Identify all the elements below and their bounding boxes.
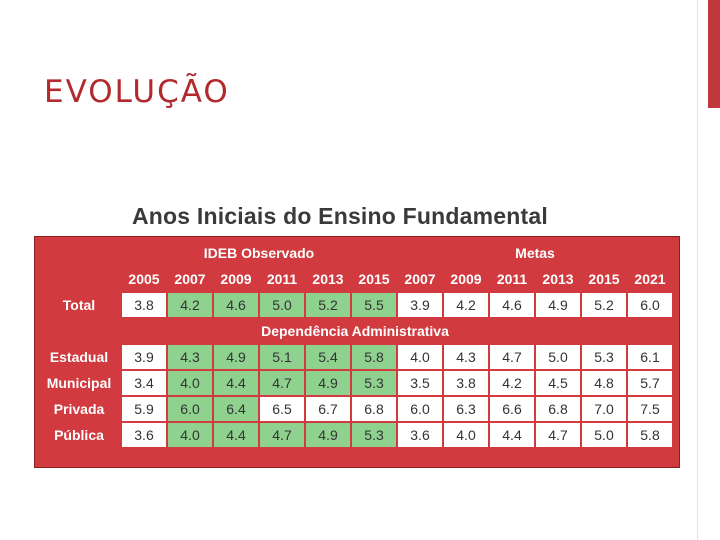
value-cell: 5.2 — [306, 293, 350, 317]
value-cell: 4.3 — [168, 345, 212, 369]
value-cell: 5.9 — [122, 397, 166, 421]
value-cell: 4.4 — [214, 371, 258, 395]
table-row: Municipal 3.4 4.0 4.4 4.7 4.9 5.3 3.5 3.8 4.2 4.5 4… — [38, 371, 672, 395]
value-cell: 4.9 — [306, 423, 350, 447]
year-header-observed: 2011 — [266, 271, 298, 287]
year-header-observed: 2009 — [220, 271, 252, 287]
value-cell: 4.8 — [582, 371, 626, 395]
value-cell: 4.2 — [168, 293, 212, 317]
value-cell: 4.0 — [444, 423, 488, 447]
value-cell: 4.2 — [490, 371, 534, 395]
value-cell: 4.0 — [168, 423, 212, 447]
year-header-target: 2013 — [542, 271, 574, 287]
value-cell: 4.3 — [444, 345, 488, 369]
value-cell: 4.7 — [490, 345, 534, 369]
row-label: Total — [62, 297, 96, 313]
row-label: Pública — [54, 427, 104, 443]
value-cell: 6.8 — [352, 397, 396, 421]
row-label: Estadual — [49, 349, 109, 365]
value-cell: 3.6 — [398, 423, 442, 447]
corner-cell — [38, 267, 120, 291]
year-header-row: 2005 2007 2009 2011 2013 2015 2007 2009 2011 2013… — [38, 267, 672, 291]
value-cell: 4.9 — [214, 345, 258, 369]
value-cell: 4.7 — [536, 423, 580, 447]
slide-title: EVOLUÇÃO — [44, 74, 230, 110]
section-label: Dependência Administrativa — [261, 323, 449, 339]
value-cell: 4.6 — [214, 293, 258, 317]
year-header-observed: 2005 — [128, 271, 160, 287]
value-cell: 3.9 — [398, 293, 442, 317]
table-row-total: Total 3.8 4.2 4.6 5.0 5.2 5.5 3.9 4.2 4.6 4.9 5.2 6… — [38, 293, 672, 317]
group-targets-header: Metas — [515, 245, 555, 261]
value-cell: 4.9 — [536, 293, 580, 317]
value-cell: 4.5 — [536, 371, 580, 395]
group-header-row: IDEB Observado Metas — [38, 241, 672, 265]
ideb-table: IDEB Observado Metas 2005 2007 2009 2011 201… — [36, 239, 674, 449]
value-cell: 5.0 — [536, 345, 580, 369]
value-cell: 3.8 — [122, 293, 166, 317]
value-cell: 6.5 — [260, 397, 304, 421]
year-header-target: 2015 — [588, 271, 620, 287]
value-cell: 3.5 — [398, 371, 442, 395]
group-observed-header: IDEB Observado — [203, 245, 315, 261]
value-cell: 6.4 — [214, 397, 258, 421]
value-cell: 6.6 — [490, 397, 534, 421]
slide-divider-line — [697, 0, 698, 540]
value-cell: 4.7 — [260, 423, 304, 447]
value-cell: 4.0 — [398, 345, 442, 369]
table-row: Privada 5.9 6.0 6.4 6.5 6.7 6.8 6.0 6.3 6.6 6.8 7.0… — [38, 397, 672, 421]
year-header-target: 2009 — [450, 271, 482, 287]
value-cell: 7.5 — [628, 397, 672, 421]
value-cell: 6.1 — [628, 345, 672, 369]
value-cell: 4.4 — [214, 423, 258, 447]
value-cell: 5.2 — [582, 293, 626, 317]
year-header-observed: 2013 — [312, 271, 344, 287]
year-header-target: 2021 — [634, 271, 666, 287]
table-row: Pública 3.6 4.0 4.4 4.7 4.9 5.3 3.6 4.0 4.4 4.7 5.0… — [38, 423, 672, 447]
value-cell: 6.0 — [398, 397, 442, 421]
value-cell: 5.3 — [352, 371, 396, 395]
value-cell: 6.0 — [628, 293, 672, 317]
value-cell: 4.2 — [444, 293, 488, 317]
value-cell: 3.6 — [122, 423, 166, 447]
section-band-row: Dependência Administrativa — [38, 319, 672, 343]
value-cell: 5.8 — [352, 345, 396, 369]
value-cell: 4.9 — [306, 371, 350, 395]
value-cell: 5.3 — [352, 423, 396, 447]
table-row: Estadual 3.9 4.3 4.9 5.1 5.4 5.8 4.0 4.3 4.7 5.0 5.… — [38, 345, 672, 369]
value-cell: 6.0 — [168, 397, 212, 421]
value-cell: 5.5 — [352, 293, 396, 317]
value-cell: 5.8 — [628, 423, 672, 447]
value-cell: 5.0 — [582, 423, 626, 447]
value-cell: 5.3 — [582, 345, 626, 369]
row-label: Privada — [53, 401, 105, 417]
corner-cell — [38, 241, 120, 265]
value-cell: 7.0 — [582, 397, 626, 421]
row-label: Municipal — [46, 375, 112, 391]
dependency-rows: Estadual 3.9 4.3 4.9 5.1 5.4 5.8 4.0 4.3 4.7 5.0 5.… — [38, 345, 672, 447]
value-cell: 3.9 — [122, 345, 166, 369]
value-cell: 5.0 — [260, 293, 304, 317]
value-cell: 5.4 — [306, 345, 350, 369]
table-heading: Anos Iniciais do Ensino Fundamental — [132, 203, 548, 229]
year-header-target: 2011 — [496, 271, 528, 287]
value-cell: 4.0 — [168, 371, 212, 395]
value-cell: 5.7 — [628, 371, 672, 395]
slide-accent-bar — [708, 0, 720, 108]
value-cell: 4.6 — [490, 293, 534, 317]
value-cell: 3.4 — [122, 371, 166, 395]
value-cell: 6.3 — [444, 397, 488, 421]
value-cell: 6.7 — [306, 397, 350, 421]
year-header-target: 2007 — [404, 271, 436, 287]
value-cell: 3.8 — [444, 371, 488, 395]
value-cell: 5.1 — [260, 345, 304, 369]
value-cell: 4.4 — [490, 423, 534, 447]
value-cell: 4.7 — [260, 371, 304, 395]
year-header-observed: 2015 — [358, 271, 390, 287]
value-cell: 6.8 — [536, 397, 580, 421]
year-header-observed: 2007 — [174, 271, 206, 287]
